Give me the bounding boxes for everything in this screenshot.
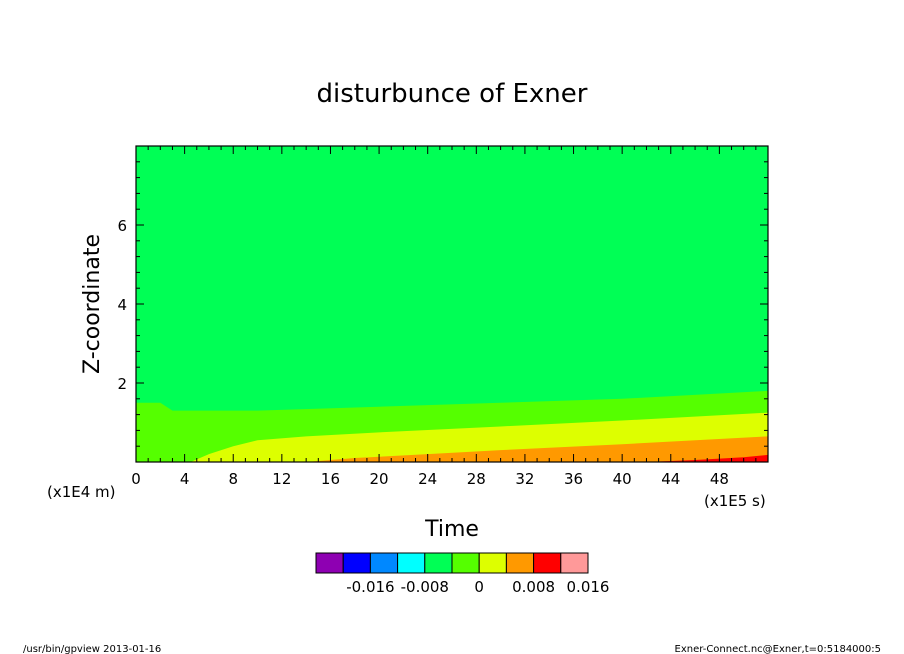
y-tick-label: 2 [117,375,127,393]
colorbar-swatch [560,552,589,574]
colorbar-swatch [397,552,426,574]
x-tick-label: 20 [370,470,389,488]
x-scale-label: (x1E5 s) [704,492,766,510]
x-tick-label: 48 [710,470,729,488]
x-tick-label: 28 [467,470,486,488]
colorbar-swatch [424,552,453,574]
colorbar-tick-label: 0.016 [567,578,610,596]
colorbar-swatch [315,552,344,574]
colorbar-swatch [478,552,507,574]
contour-band-2 [306,436,768,462]
x-tick-label: 8 [228,470,238,488]
y-axis-label: Z-coordinate [80,234,105,374]
colorbar-swatch [451,552,480,574]
colorbar-swatch [533,552,562,574]
contour-band-3 [646,454,768,462]
x-tick-label: 16 [321,470,340,488]
footer-left: /usr/bin/gpview 2013-01-16 [23,644,161,654]
y-tick-label: 4 [117,296,127,314]
x-tick-label: 12 [272,470,291,488]
x-axis: 0 4 8 12 16 20 24 28 32 36 40 44 48 [131,146,769,488]
y-tick-label: 6 [117,217,127,235]
colorbar-tick-label: 0 [474,578,484,596]
x-axis-label: Time [424,517,479,542]
x-tick-label: 44 [661,470,680,488]
footer-right: Exner-Connect.nc@Exner,t=0:5184000:5 [675,644,881,654]
colorbar-tick-label: -0.016 [346,578,394,596]
chart-title: disturbunce of Exner [317,79,588,109]
x-tick-label: 40 [613,470,632,488]
colorbar: -0.016 -0.008 0 0.008 0.016 [315,552,610,596]
colorbar-tick-label: 0.008 [512,578,555,596]
plot-area [135,145,769,463]
colorbar-swatch [505,552,535,574]
x-tick-label: 4 [180,470,190,488]
colorbar-swatch [342,552,371,574]
x-tick-label: 32 [515,470,534,488]
x-tick-label: 24 [418,470,437,488]
y-scale-label: (x1E4 m) [47,483,116,501]
x-tick-label: 36 [564,470,583,488]
colorbar-swatch [369,552,399,574]
x-tick-label: 0 [131,470,141,488]
colorbar-tick-label: -0.008 [401,578,449,596]
y-axis: 2 4 6 [117,145,768,463]
